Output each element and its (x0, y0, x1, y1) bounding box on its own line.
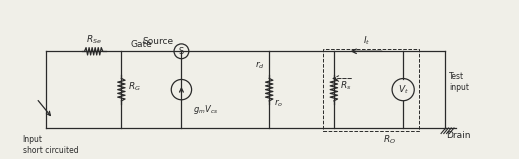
Text: $R_s$: $R_s$ (340, 80, 352, 92)
Text: $V_t$: $V_t$ (398, 83, 408, 96)
Text: Source: Source (142, 37, 173, 46)
Text: $R_{Se}$: $R_{Se}$ (86, 33, 102, 46)
Text: $r_o$: $r_o$ (274, 97, 283, 108)
Text: Gate: Gate (131, 39, 153, 48)
Text: $R_O$: $R_O$ (383, 134, 396, 146)
Text: $R_G$: $R_G$ (128, 81, 141, 93)
Text: Input
short circuited: Input short circuited (22, 135, 78, 156)
Text: $g_m V_{cs}$: $g_m V_{cs}$ (194, 103, 218, 116)
Text: $I_t$: $I_t$ (363, 34, 370, 47)
Text: Test
input: Test input (449, 72, 469, 92)
Text: S: S (179, 47, 184, 56)
Text: $r_d$: $r_d$ (255, 60, 265, 71)
Text: Drain: Drain (446, 131, 471, 140)
Bar (323, 48, 419, 131)
